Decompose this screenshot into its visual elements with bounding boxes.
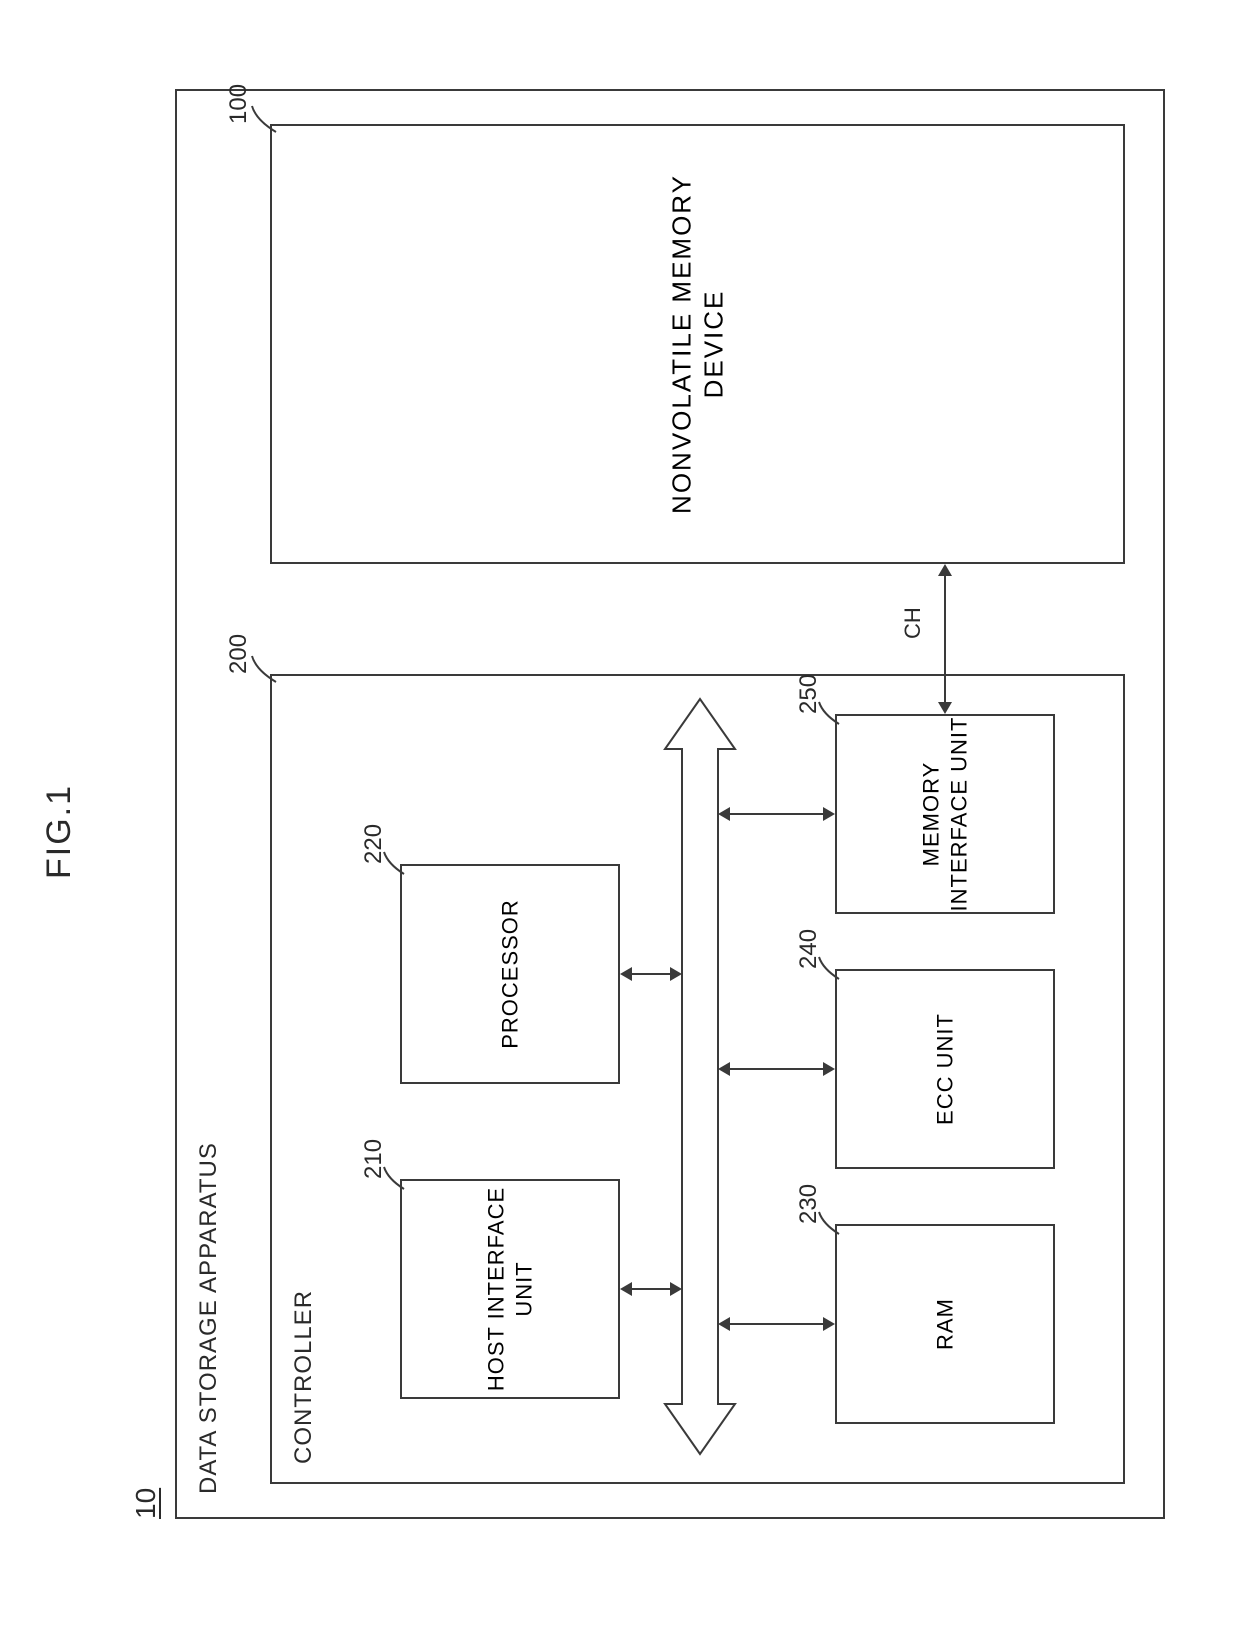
memory-interface-label: MEMORY INTERFACE UNIT xyxy=(918,716,973,912)
nvm-ref-leader xyxy=(250,104,280,134)
ecc-box: ECC UNIT xyxy=(835,969,1055,1169)
figure-title: FIG.1 xyxy=(40,784,79,879)
ram-label: RAM xyxy=(931,1226,959,1422)
nvm-ref: 100 xyxy=(225,84,253,124)
memory-interface-box: MEMORY INTERFACE UNIT xyxy=(835,714,1055,914)
controller-ref-leader xyxy=(250,654,280,684)
memif-ref-leader xyxy=(817,700,843,726)
diagram-canvas: FIG.1 10 DATA STORAGE APPARATUS CONTROLL… xyxy=(0,399,1240,1639)
host-if-ref-leader xyxy=(382,1165,408,1191)
bus-to-ecc xyxy=(718,1059,835,1079)
processor-label: PROCESSOR xyxy=(496,866,524,1082)
ecc-label: ECC UNIT xyxy=(931,971,959,1167)
host-interface-box: HOST INTERFACE UNIT xyxy=(400,1179,620,1399)
controller-label: CONTROLLER xyxy=(290,1290,318,1464)
data-storage-apparatus-label: DATA STORAGE APPARATUS xyxy=(195,1142,223,1494)
bus-to-memif xyxy=(718,804,835,824)
bus-to-ram xyxy=(718,1314,835,1334)
nvm-box: NONVOLATILE MEMORY DEVICE xyxy=(270,124,1125,564)
processor-ref-leader xyxy=(382,850,408,876)
host-interface-label: HOST INTERFACE UNIT xyxy=(483,1181,538,1397)
processor-to-bus xyxy=(620,964,682,984)
host-if-to-bus xyxy=(620,1279,682,1299)
ram-box: RAM xyxy=(835,1224,1055,1424)
channel-label: CH xyxy=(900,607,926,639)
system-ref: 10 xyxy=(130,1488,162,1519)
nvm-label: NONVOLATILE MEMORY DEVICE xyxy=(665,126,730,562)
ram-ref-leader xyxy=(817,1210,843,1236)
channel-arrow xyxy=(935,564,955,714)
processor-box: PROCESSOR xyxy=(400,864,620,1084)
ecc-ref-leader xyxy=(817,955,843,981)
controller-ref: 200 xyxy=(225,634,253,674)
